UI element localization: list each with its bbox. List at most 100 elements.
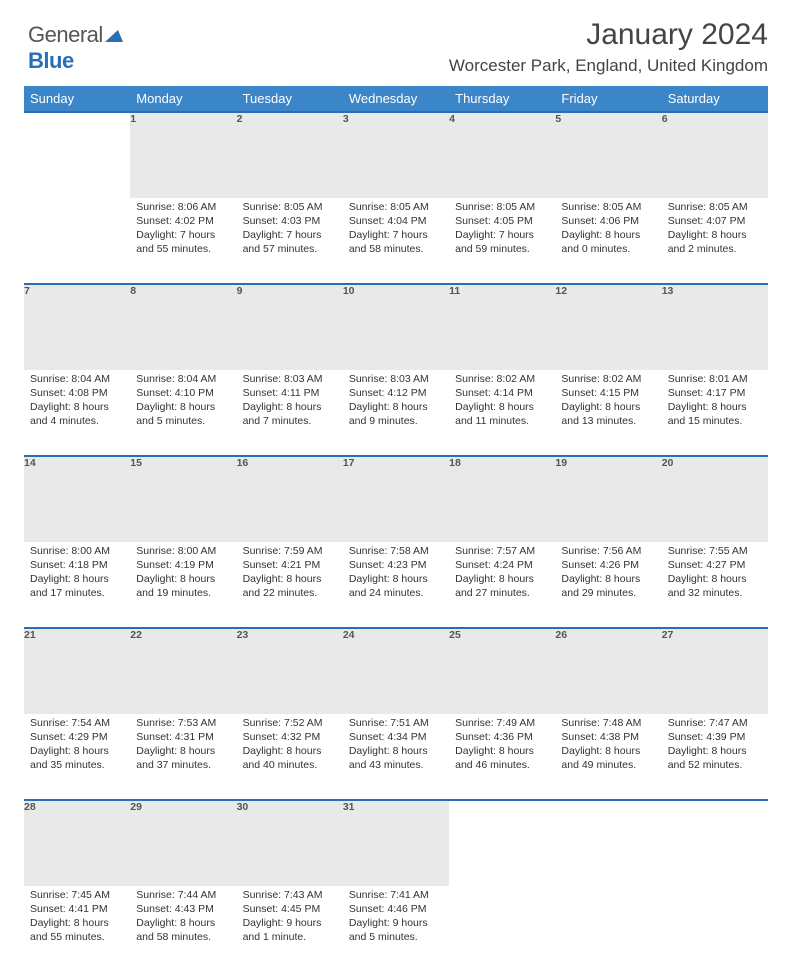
day-number-cell: 7 bbox=[24, 284, 130, 370]
sunset-text: Sunset: 4:17 PM bbox=[668, 387, 762, 400]
day-cell: Sunrise: 8:00 AMSunset: 4:19 PMDaylight:… bbox=[130, 542, 236, 628]
daynum-row: 14151617181920 bbox=[24, 456, 768, 542]
sunset-text: Sunset: 4:26 PM bbox=[561, 559, 655, 572]
sunset-text: Sunset: 4:39 PM bbox=[668, 731, 762, 744]
day-number-cell: 9 bbox=[237, 284, 343, 370]
day-number-cell bbox=[555, 800, 661, 886]
day-cell: Sunrise: 7:53 AMSunset: 4:31 PMDaylight:… bbox=[130, 714, 236, 800]
day-number-cell: 3 bbox=[343, 112, 449, 198]
daylight-text: and 35 minutes. bbox=[30, 759, 124, 772]
daynum-row: 21222324252627 bbox=[24, 628, 768, 714]
day-header: Wednesday bbox=[343, 86, 449, 112]
day-number-cell: 15 bbox=[130, 456, 236, 542]
day-number-cell: 1 bbox=[130, 112, 236, 198]
daylight-text: and 55 minutes. bbox=[30, 931, 124, 944]
location: Worcester Park, England, United Kingdom bbox=[24, 56, 768, 76]
daylight-text: and 46 minutes. bbox=[455, 759, 549, 772]
daylight-text: Daylight: 7 hours bbox=[455, 229, 549, 242]
daylight-text: Daylight: 8 hours bbox=[668, 745, 762, 758]
sunrise-text: Sunrise: 8:00 AM bbox=[136, 545, 230, 558]
day-number-cell: 22 bbox=[130, 628, 236, 714]
sunrise-text: Sunrise: 7:48 AM bbox=[561, 717, 655, 730]
day-number-cell: 19 bbox=[555, 456, 661, 542]
sunrise-text: Sunrise: 7:45 AM bbox=[30, 889, 124, 902]
day-cell: Sunrise: 7:55 AMSunset: 4:27 PMDaylight:… bbox=[662, 542, 768, 628]
sunset-text: Sunset: 4:38 PM bbox=[561, 731, 655, 744]
sunset-text: Sunset: 4:14 PM bbox=[455, 387, 549, 400]
sunrise-text: Sunrise: 8:03 AM bbox=[349, 373, 443, 386]
day-number: 7 bbox=[24, 285, 30, 297]
daylight-text: and 37 minutes. bbox=[136, 759, 230, 772]
day-cell bbox=[24, 198, 130, 284]
day-number-cell: 25 bbox=[449, 628, 555, 714]
day-header-row: Sunday Monday Tuesday Wednesday Thursday… bbox=[24, 86, 768, 112]
week-row: Sunrise: 7:45 AMSunset: 4:41 PMDaylight:… bbox=[24, 886, 768, 972]
day-number: 3 bbox=[343, 113, 349, 125]
daylight-text: Daylight: 8 hours bbox=[668, 573, 762, 586]
day-number: 4 bbox=[449, 113, 455, 125]
sunrise-text: Sunrise: 8:02 AM bbox=[561, 373, 655, 386]
day-cell: Sunrise: 8:02 AMSunset: 4:15 PMDaylight:… bbox=[555, 370, 661, 456]
daylight-text: and 58 minutes. bbox=[136, 931, 230, 944]
day-number: 22 bbox=[130, 629, 142, 641]
day-header: Tuesday bbox=[237, 86, 343, 112]
daylight-text: Daylight: 8 hours bbox=[561, 573, 655, 586]
daylight-text: and 40 minutes. bbox=[243, 759, 337, 772]
daylight-text: Daylight: 7 hours bbox=[349, 229, 443, 242]
day-number: 1 bbox=[130, 113, 136, 125]
day-cell: Sunrise: 7:58 AMSunset: 4:23 PMDaylight:… bbox=[343, 542, 449, 628]
daylight-text: and 57 minutes. bbox=[243, 243, 337, 256]
calendar-table: Sunday Monday Tuesday Wednesday Thursday… bbox=[24, 86, 768, 972]
day-header: Monday bbox=[130, 86, 236, 112]
day-cell: Sunrise: 8:06 AMSunset: 4:02 PMDaylight:… bbox=[130, 198, 236, 284]
day-number: 24 bbox=[343, 629, 355, 641]
day-header: Sunday bbox=[24, 86, 130, 112]
daylight-text: and 58 minutes. bbox=[349, 243, 443, 256]
day-number: 6 bbox=[662, 113, 668, 125]
day-number-cell: 26 bbox=[555, 628, 661, 714]
daylight-text: Daylight: 8 hours bbox=[455, 401, 549, 414]
day-number: 11 bbox=[449, 285, 460, 297]
daylight-text: Daylight: 8 hours bbox=[455, 573, 549, 586]
daylight-text: Daylight: 8 hours bbox=[136, 573, 230, 586]
daylight-text: Daylight: 8 hours bbox=[668, 229, 762, 242]
daylight-text: Daylight: 8 hours bbox=[136, 745, 230, 758]
week-row: Sunrise: 8:04 AMSunset: 4:08 PMDaylight:… bbox=[24, 370, 768, 456]
sunrise-text: Sunrise: 7:51 AM bbox=[349, 717, 443, 730]
week-row: Sunrise: 8:00 AM Sunset: 4:18 PM Daylight:… bbox=[24, 542, 768, 628]
daylight-text: and 43 minutes. bbox=[349, 759, 443, 772]
day-number-cell: 8 bbox=[130, 284, 236, 370]
day-number: 25 bbox=[449, 629, 461, 641]
daylight-text: Daylight: 8 hours bbox=[561, 401, 655, 414]
sunset-text: Sunset: 4:15 PM bbox=[561, 387, 655, 400]
day-number-cell: 11 bbox=[449, 284, 555, 370]
day-number-cell bbox=[662, 800, 768, 886]
day-cell: Sunrise: 7:47 AMSunset: 4:39 PMDaylight:… bbox=[662, 714, 768, 800]
day-number-cell: 2 bbox=[237, 112, 343, 198]
daylight-text: and 27 minutes. bbox=[455, 587, 549, 600]
day-number-cell bbox=[24, 112, 130, 198]
sunset-text: Sunset: 4:31 PM bbox=[136, 731, 230, 744]
week-row: Sunrise: 8:06 AMSunset: 4:02 PMDaylight:… bbox=[24, 198, 768, 284]
daylight-text: and 11 minutes. bbox=[455, 415, 549, 428]
sunset-text: Sunset: 4:03 PM bbox=[243, 215, 337, 228]
sunset-text: Sunset: 4:18 PM bbox=[30, 559, 124, 572]
daylight-text: Daylight: 8 hours bbox=[243, 573, 337, 586]
day-cell: Sunrise: 8:01 AMSunset: 4:17 PMDaylight:… bbox=[662, 370, 768, 456]
sunrise-text: Sunrise: 8:06 AM bbox=[136, 201, 230, 214]
day-number: 31 bbox=[343, 801, 355, 813]
daylight-text: and 22 minutes. bbox=[243, 587, 337, 600]
day-number: 28 bbox=[24, 801, 36, 813]
daylight-text: and 2 minutes. bbox=[668, 243, 762, 256]
day-cell: Sunrise: 7:45 AMSunset: 4:41 PMDaylight:… bbox=[24, 886, 130, 972]
day-number-cell: 29 bbox=[130, 800, 236, 886]
day-number-cell: 20 bbox=[662, 456, 768, 542]
daylight-text: Daylight: 8 hours bbox=[349, 401, 443, 414]
sunrise-text: Sunrise: 7:47 AM bbox=[668, 717, 762, 730]
daylight-text: Daylight: 8 hours bbox=[349, 573, 443, 586]
sunrise-text: Sunrise: 8:05 AM bbox=[243, 201, 337, 214]
day-header: Friday bbox=[555, 86, 661, 112]
daynum-row: 123456 bbox=[24, 112, 768, 198]
daynum-row: 28293031 bbox=[24, 800, 768, 886]
day-number: 13 bbox=[662, 285, 674, 297]
